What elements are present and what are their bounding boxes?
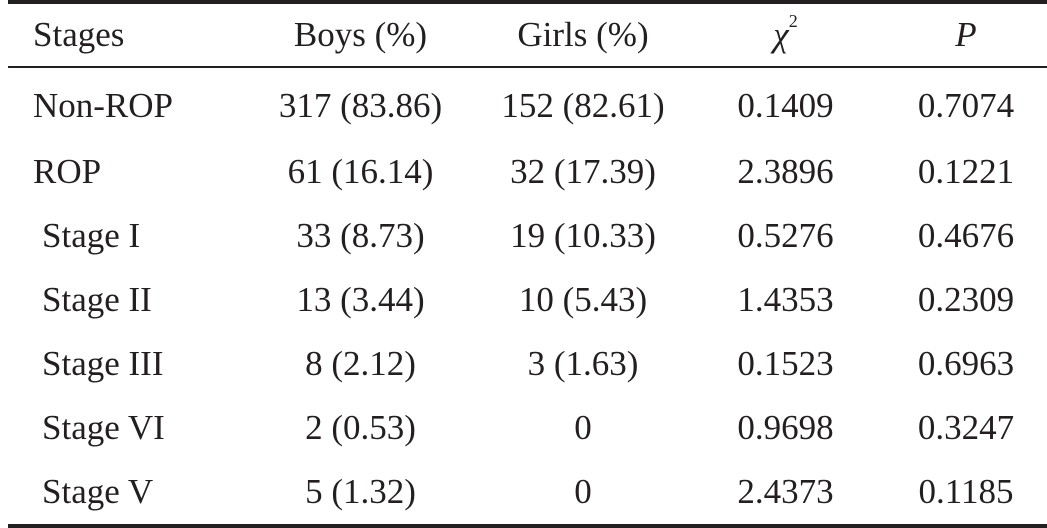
cell-p: 0.4676 [917, 216, 1015, 255]
cell-chi2: 1.4353 [737, 280, 834, 319]
header-p-value: P [955, 15, 977, 54]
cell-stage: ROP [33, 152, 102, 191]
chi-symbol: χ [773, 15, 789, 54]
cell-stage: Stage VI [42, 408, 165, 447]
cell-stage: Stage I [42, 216, 141, 255]
cell-girls: 3 (1.63) [527, 344, 639, 383]
cell-chi2: 0.5276 [737, 216, 834, 255]
cell-girls: 152 (82.61) [501, 86, 665, 125]
cell-p: 0.1221 [917, 152, 1015, 191]
cell-stage: Stage II [42, 280, 152, 319]
cell-p: 0.2309 [917, 280, 1015, 319]
table-row: Stage I 33 (8.73) 19 (10.33) 0.5276 0.46… [8, 204, 1047, 268]
header-stages: Stages [33, 15, 125, 54]
table-row: ROP 61 (16.14) 32 (17.39) 2.3896 0.1221 [8, 140, 1047, 204]
cell-boys: 61 (16.14) [287, 152, 434, 191]
cell-girls: 10 (5.43) [518, 280, 648, 319]
cell-boys: 13 (3.44) [296, 280, 425, 319]
header-boys: Boys (%) [293, 15, 428, 54]
cell-chi2: 2.4373 [737, 472, 834, 511]
cell-p: 0.1185 [918, 472, 1014, 511]
table-body: Non-ROP 317 (83.86) 152 (82.61) 0.1409 0… [8, 67, 1047, 526]
cell-chi2: 0.1409 [737, 86, 834, 125]
cell-stage: Stage III [42, 344, 164, 383]
cell-stage: Non-ROP [33, 86, 174, 125]
header-chi-square: χ2 [703, 2, 868, 67]
rop-stages-table: Stages Boys (%) Girls (%) χ2 P Non-ROP 3… [8, 0, 1047, 528]
cell-boys: 33 (8.73) [296, 216, 425, 255]
cell-girls: 32 (17.39) [510, 152, 656, 191]
table-row: Stage VI 2 (0.53) 0 0.9698 0.3247 [8, 396, 1047, 460]
table-row: Stage II 13 (3.44) 10 (5.43) 1.4353 0.23… [8, 268, 1047, 332]
cell-boys: 2 (0.53) [305, 408, 416, 447]
cell-boys: 317 (83.86) [278, 86, 443, 125]
table-row: Stage III 8 (2.12) 3 (1.63) 0.1523 0.696… [8, 332, 1047, 396]
cell-chi2: 0.9698 [737, 408, 834, 447]
cell-p: 0.6963 [917, 344, 1015, 383]
cell-girls: 0 [574, 472, 592, 511]
header-row: Stages Boys (%) Girls (%) χ2 P [8, 2, 1047, 67]
cell-boys: 5 (1.32) [305, 472, 416, 511]
cell-p: 0.3247 [917, 408, 1015, 447]
cell-girls: 0 [574, 408, 592, 447]
table-header: Stages Boys (%) Girls (%) χ2 P [8, 2, 1047, 67]
cell-p: 0.7074 [917, 86, 1015, 125]
table-row: Stage V 5 (1.32) 0 2.4373 0.1185 [8, 460, 1047, 526]
cell-stage: Stage V [42, 472, 154, 511]
cell-girls: 19 (10.33) [510, 216, 656, 255]
cell-chi2: 2.3896 [737, 152, 834, 191]
header-girls: Girls (%) [517, 15, 649, 54]
table-row: Non-ROP 317 (83.86) 152 (82.61) 0.1409 0… [8, 67, 1047, 140]
cell-boys: 8 (2.12) [305, 344, 416, 383]
table-container: Stages Boys (%) Girls (%) χ2 P Non-ROP 3… [8, 0, 1047, 528]
cell-chi2: 0.1523 [737, 344, 834, 383]
chi-exponent: 2 [788, 11, 798, 31]
